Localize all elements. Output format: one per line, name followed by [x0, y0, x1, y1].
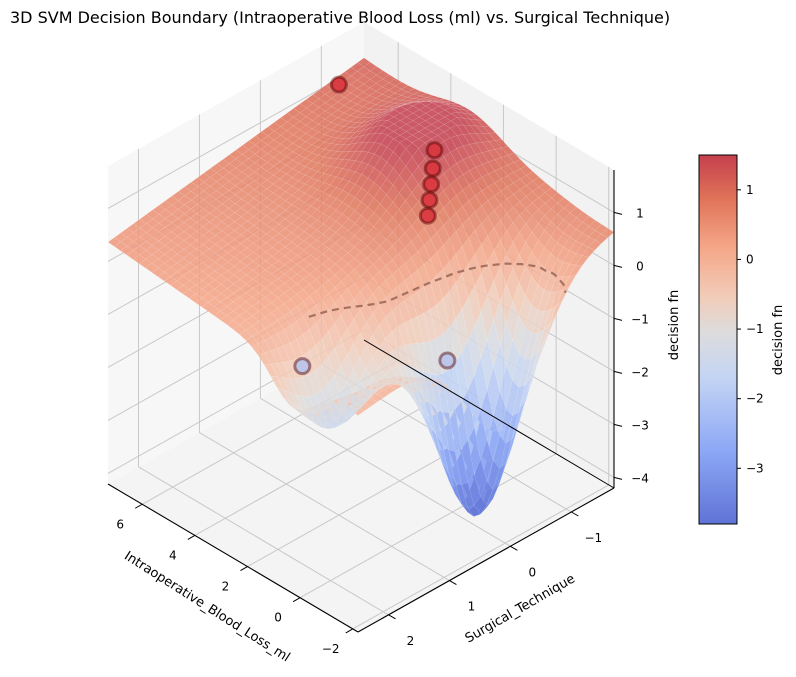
z-tick-mark	[613, 264, 623, 268]
chart-title: 3D SVM Decision Boundary (Intraoperative…	[10, 8, 671, 27]
y-tick-mark	[388, 614, 396, 620]
colorbar-tick-label: −2	[746, 392, 764, 406]
colorbar-label: decision fn	[771, 305, 786, 376]
x-tick-mark	[134, 503, 143, 509]
y-tick-label: 2	[407, 634, 415, 648]
data-point	[423, 159, 442, 178]
y-tick-label: 1	[468, 600, 476, 614]
y-axis-label: Surgical_Technique	[463, 571, 578, 646]
colorbar-tick-label: 1	[746, 183, 754, 197]
data-point	[418, 206, 437, 225]
colorbar-tick-label: 0	[746, 252, 754, 266]
data-point	[420, 190, 439, 209]
gridline-y-floor	[199, 432, 450, 582]
y-axis-ticks: −1 0 1 2	[388, 511, 602, 648]
decision-boundary-line	[308, 262, 567, 318]
y-tick-label: 0	[529, 565, 537, 579]
x-tick-mark	[240, 566, 248, 572]
x-tick-mark	[345, 628, 353, 634]
colorbar-gradient	[698, 154, 738, 525]
y-axis-line-front	[357, 487, 615, 633]
z-tick-mark	[613, 423, 623, 427]
z-axis-ticks: 1 0 −1 −2 −3 −4	[613, 206, 649, 485]
z-tick-mark	[613, 317, 623, 321]
z-tick-label: −2	[631, 365, 649, 379]
z-tick-label: −4	[631, 471, 649, 485]
axis-lines	[107, 170, 615, 633]
z-tick-mark	[613, 211, 623, 215]
z-tick-mark	[613, 476, 623, 480]
x-tick-label: 4	[169, 548, 177, 562]
gridline-y-floor	[138, 466, 389, 616]
y-tick-label: −1	[584, 531, 602, 545]
z-tick-mark	[613, 370, 623, 374]
surface-patch	[107, 237, 121, 247]
x-axis-line	[363, 339, 615, 489]
data-point	[422, 175, 441, 194]
data-point	[293, 357, 312, 376]
y-tick-mark	[571, 511, 579, 517]
z-tick-label: −3	[631, 418, 649, 432]
z-tick-label: 0	[636, 259, 644, 273]
z-tick-label: −1	[631, 312, 649, 326]
data-point	[438, 351, 457, 370]
data-point	[329, 75, 348, 94]
colorbar-tick-label: −3	[746, 461, 764, 475]
gridline-z-side	[107, 63, 365, 209]
decision-boundary-path	[308, 262, 567, 318]
x-tick-label: −2	[322, 642, 340, 656]
z-axis-label: decision fn	[667, 290, 682, 361]
x-tick-mark	[292, 597, 301, 603]
support-points	[293, 75, 457, 376]
data-point	[425, 141, 444, 160]
colorbar-tick-label: −1	[746, 322, 764, 336]
colorbar: 1 0 −1 −2 −3 decision fn	[698, 154, 786, 525]
x-axis-line-front	[107, 483, 359, 633]
y-tick-mark	[510, 545, 518, 551]
x-tick-label: 6	[116, 517, 124, 531]
z-tick-label: 1	[636, 206, 644, 220]
colorbar-ticks: 1 0 −1 −2 −3	[737, 183, 764, 475]
y-tick-mark	[449, 580, 457, 586]
x-axis-ticks: 6 4 2 0 −2	[116, 503, 353, 656]
x-tick-label: 2	[222, 580, 230, 594]
x-tick-label: 0	[274, 611, 282, 625]
x-tick-mark	[187, 534, 196, 540]
gridline-y-floor	[260, 397, 511, 547]
